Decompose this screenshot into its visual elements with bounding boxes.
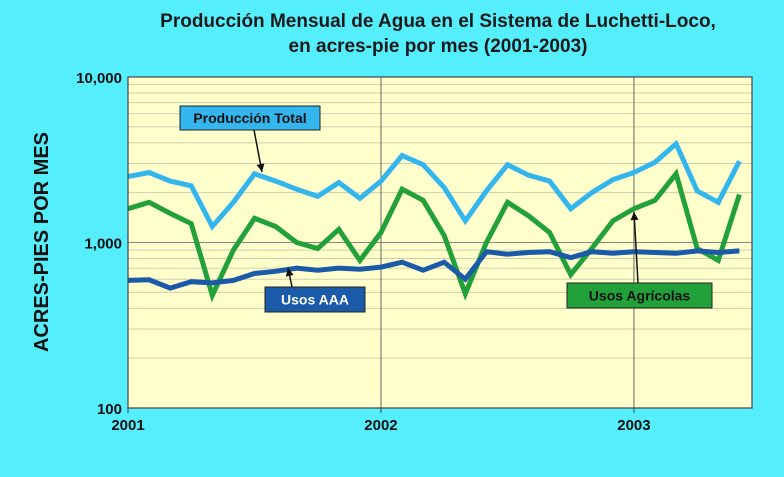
callout-label: Usos Agrícolas bbox=[589, 288, 691, 304]
y-axis-label: ACRES-PIES POR MES bbox=[31, 132, 53, 352]
callout-arrow-line bbox=[633, 211, 639, 284]
callout-arrow-head bbox=[256, 163, 265, 172]
chart-title-line1: Producción Mensual de Agua en el Sistema… bbox=[160, 11, 716, 32]
y-tick-label: 1,000 bbox=[84, 236, 122, 253]
series-line-2 bbox=[127, 248, 740, 291]
x-tick-label: 2002 bbox=[364, 417, 397, 434]
y-tick-label: 10,000 bbox=[76, 70, 122, 87]
callout-arrow-head bbox=[630, 212, 639, 221]
callout-box bbox=[566, 282, 713, 309]
plot-frame bbox=[127, 76, 753, 409]
x-tick-label: 2003 bbox=[617, 417, 650, 434]
callout-arrow-head bbox=[285, 268, 294, 277]
x-tick-label: 2001 bbox=[111, 417, 144, 434]
chart-title-line2: en acres-pie por mes (2001-2003) bbox=[289, 36, 588, 57]
callout-box bbox=[264, 286, 366, 313]
series-line-1 bbox=[127, 168, 742, 303]
series-line-0 bbox=[127, 139, 742, 231]
callout-label: Producción Total bbox=[193, 110, 306, 126]
callout-box bbox=[179, 105, 321, 131]
callout-label: Usos AAA bbox=[281, 292, 349, 308]
y-tick-label: 100 bbox=[97, 401, 122, 418]
